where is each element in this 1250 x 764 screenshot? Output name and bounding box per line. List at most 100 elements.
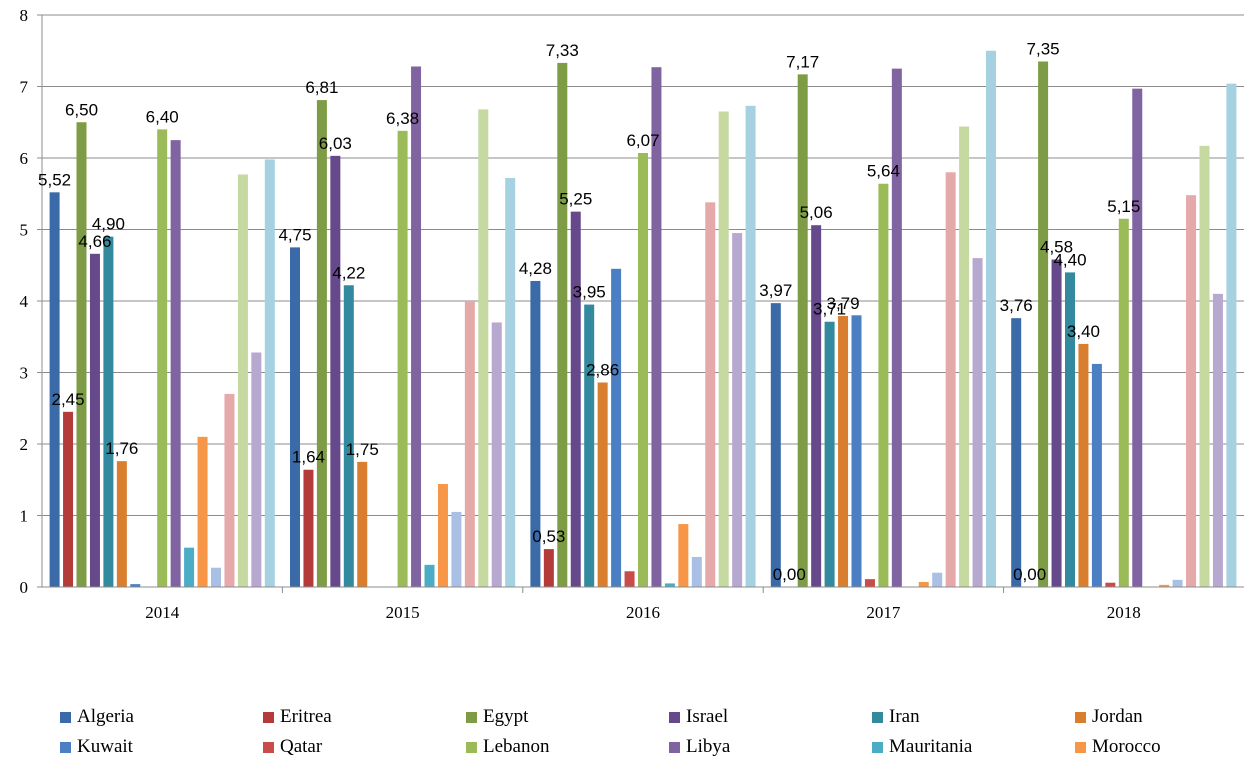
- data-label: 2,45: [52, 390, 85, 409]
- legend-label: Algeria: [77, 706, 134, 727]
- y-tick-label: 8: [20, 6, 29, 25]
- bar: [972, 258, 983, 587]
- bar: [959, 126, 970, 587]
- legend-item: Egypt: [466, 706, 669, 728]
- bar: [797, 74, 808, 588]
- legend-item: Libya: [669, 736, 872, 758]
- data-label: 4,58: [1040, 238, 1073, 257]
- data-label: 3,79: [827, 294, 860, 313]
- bar: [1051, 259, 1062, 587]
- data-label: 3,97: [759, 281, 792, 300]
- bar: [1105, 582, 1116, 587]
- bar: [1172, 579, 1183, 587]
- bar: [1199, 145, 1210, 587]
- bar: [343, 285, 354, 587]
- bar: [63, 411, 74, 587]
- bar: [770, 303, 781, 587]
- legend-swatch: [669, 741, 680, 753]
- data-label: 4,22: [332, 263, 365, 282]
- bar: [424, 564, 435, 587]
- bar: [1011, 318, 1022, 587]
- x-tick-label: 2017: [866, 603, 901, 622]
- bar: [624, 571, 635, 587]
- bar: [891, 68, 902, 588]
- legend-swatch: [466, 741, 477, 753]
- y-tick-label: 0: [20, 578, 29, 597]
- bar: [1226, 83, 1237, 587]
- bar: [584, 304, 595, 587]
- data-label: 5,25: [559, 190, 592, 209]
- legend-label: Mauritania: [889, 736, 973, 757]
- y-tick-label: 4: [20, 292, 29, 311]
- legend-label: Kuwait: [77, 736, 133, 757]
- bar: [49, 192, 60, 587]
- data-label: 1,75: [346, 440, 379, 459]
- legend: Algeria Eritrea Egypt Israel Iran Jordan Kuwai…: [60, 706, 1240, 758]
- bar: [76, 122, 87, 587]
- bar: [170, 140, 181, 588]
- data-label: 7,17: [786, 52, 819, 71]
- bar: [437, 484, 448, 587]
- legend-label: Jordan: [1092, 706, 1143, 727]
- bar: [611, 268, 622, 587]
- bar: [1091, 363, 1102, 587]
- y-tick-label: 7: [20, 78, 29, 97]
- legend-item: Kuwait: [60, 736, 263, 758]
- bar: [303, 469, 314, 587]
- data-label: 4,28: [519, 259, 552, 278]
- bar: [1118, 218, 1129, 587]
- bar: [1078, 343, 1089, 587]
- legend-label: Eritrea: [280, 706, 332, 727]
- bar: [330, 155, 341, 587]
- bar: [316, 100, 327, 587]
- bar: [290, 247, 300, 588]
- bar: [103, 236, 114, 587]
- data-label: 0,00: [773, 565, 806, 584]
- bar: [945, 172, 956, 588]
- bar: [678, 524, 689, 587]
- legend-item: Jordan: [1075, 706, 1250, 728]
- x-tick-label: 2014: [145, 603, 180, 622]
- data-label: 6,40: [146, 107, 179, 126]
- legend-label: Libya: [686, 736, 731, 757]
- legend-item: Iran: [872, 706, 1075, 728]
- legend-item: Algeria: [60, 706, 263, 728]
- bar: [691, 556, 702, 587]
- bar: [357, 461, 368, 588]
- data-label: 4,90: [92, 215, 125, 234]
- bar: [184, 547, 195, 587]
- legend-swatch: [669, 711, 680, 723]
- bar: [597, 382, 608, 587]
- data-label: 3,76: [1000, 296, 1033, 315]
- data-label: 4,66: [78, 232, 111, 251]
- bar: [211, 567, 221, 587]
- bar: [705, 202, 716, 587]
- bar: [732, 233, 743, 587]
- bar: [1186, 195, 1197, 587]
- legend-swatch: [60, 711, 71, 723]
- data-label: 4,75: [278, 225, 311, 244]
- bar: [451, 511, 462, 587]
- bars: [49, 50, 1237, 588]
- bar: [411, 66, 422, 588]
- legend-item: Mauritania: [872, 736, 1075, 758]
- y-tick-label: 1: [20, 507, 29, 526]
- legend-swatch: [1075, 741, 1086, 753]
- bar: [1212, 293, 1223, 587]
- bar: [197, 436, 208, 587]
- legend-swatch: [1075, 711, 1086, 723]
- data-label: 7,33: [546, 41, 579, 60]
- data-label: 5,52: [38, 170, 71, 189]
- legend-swatch: [872, 741, 883, 753]
- y-tick-label: 5: [20, 221, 29, 240]
- data-label: 2,86: [586, 361, 619, 380]
- data-label: 5,06: [800, 203, 833, 222]
- legend-item: Qatar: [263, 736, 466, 758]
- bar: [932, 572, 943, 587]
- legend-label: Qatar: [280, 736, 323, 757]
- bar: [638, 153, 648, 587]
- data-label: 3,71: [813, 300, 846, 319]
- data-labels: 5,52 2,45 6,50 4,664,90 1,76 6,40 4,75 1,64 6,81…: [38, 39, 1140, 584]
- y-tick-label: 2: [20, 435, 29, 454]
- legend-swatch: [60, 741, 71, 753]
